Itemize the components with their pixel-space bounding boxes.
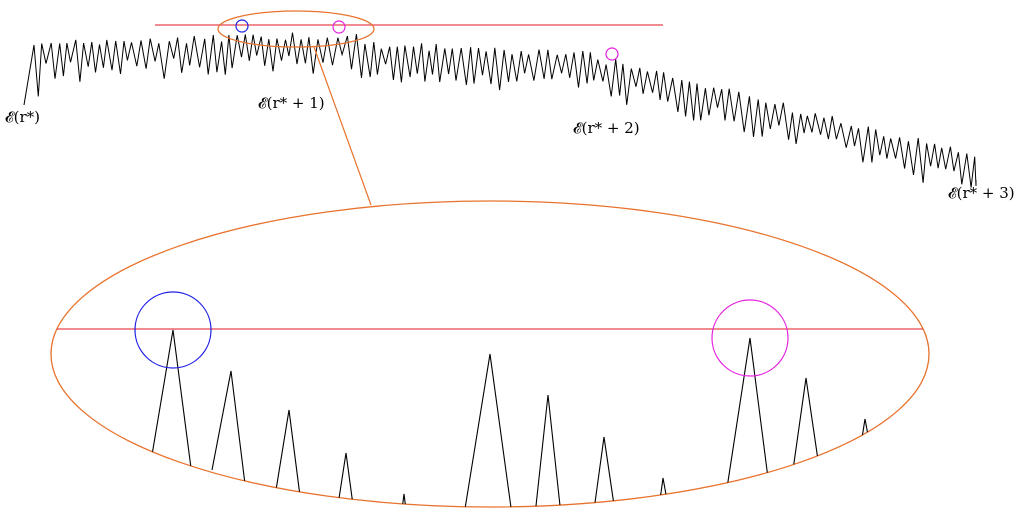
label-e-r3: 𝓔(r* + 3) [948, 184, 1015, 202]
max-marker-secondary [332, 20, 346, 34]
label-e-r1: 𝓔(r* + 1) [258, 94, 325, 112]
zoom-region-large [50, 200, 930, 508]
zoom-peak [861, 418, 869, 439]
zoom-circle-secondary [711, 299, 789, 377]
zoom-peak [659, 477, 668, 501]
zoom-peak [275, 409, 301, 497]
zoom-peak [792, 377, 819, 471]
zoom-peak [337, 452, 354, 506]
energy-walk-path [23, 32, 977, 188]
zoom-peak [211, 370, 246, 485]
label-e-r0: 𝓔(r*) [5, 108, 40, 126]
label-e-r2: 𝓔(r* + 2) [573, 119, 640, 137]
zoom-peak [593, 436, 615, 507]
zoom-region-small [217, 10, 375, 48]
max-marker-third [605, 47, 619, 61]
zoom-connector [313, 46, 372, 206]
zoom-peak [534, 394, 562, 507]
zoom-peak [463, 353, 513, 507]
max-marker-primary [235, 19, 249, 33]
zoom-peak [726, 337, 769, 489]
zoom-peak [401, 493, 407, 507]
zoom-peak [151, 329, 192, 469]
zoom-circle-primary [134, 291, 212, 369]
